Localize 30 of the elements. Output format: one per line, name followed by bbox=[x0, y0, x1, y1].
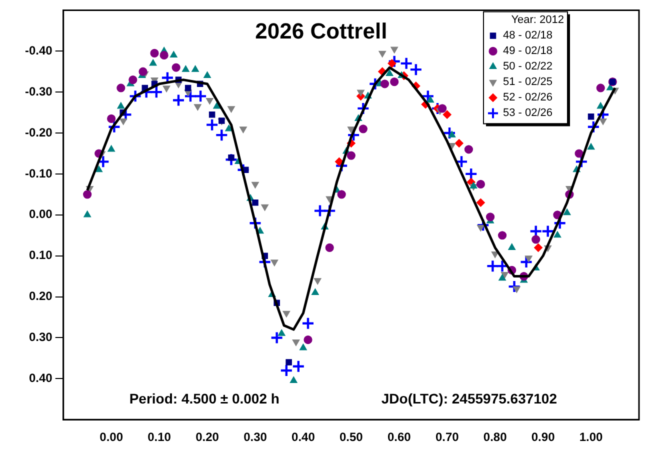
annotation: JDo(LTC): 2455975.637102 bbox=[381, 390, 558, 406]
legend-label: 50 - 02/22 bbox=[503, 60, 553, 73]
legend-label: 52 - 02/26 bbox=[503, 92, 553, 104]
y-tick-label: -0.10 bbox=[24, 166, 53, 180]
x-tick-label: 0.70 bbox=[435, 430, 460, 444]
x-tick-label: 0.60 bbox=[387, 430, 412, 444]
y-tick-label: 0.00 bbox=[28, 207, 53, 222]
x-tick-label: 1.00 bbox=[579, 430, 604, 444]
legend-label: 49 - 02/18 bbox=[503, 45, 553, 58]
legend-title: Year: 2012 bbox=[511, 14, 564, 26]
x-tick-label: 0.00 bbox=[100, 430, 124, 444]
legend-label: 51 - 02/25 bbox=[503, 76, 553, 88]
y-tick-label: -0.20 bbox=[24, 125, 53, 140]
y-tick-label: -0.30 bbox=[24, 84, 53, 98]
y-tick-label: 0.20 bbox=[28, 289, 53, 304]
chart-title: 2026 Cottrell bbox=[255, 18, 388, 44]
x-tick-label: 0.50 bbox=[339, 430, 364, 444]
y-tick-label: 0.40 bbox=[28, 370, 53, 385]
legend-label: 53 - 02/26 bbox=[503, 107, 553, 120]
x-tick-label: 0.30 bbox=[244, 430, 268, 444]
y-tick-label: 0.10 bbox=[28, 248, 53, 262]
y-tick-label: 0.30 bbox=[28, 330, 53, 344]
y-tick-label: -0.40 bbox=[24, 43, 53, 58]
x-tick-label: 0.80 bbox=[483, 430, 508, 444]
annotation: Period: 4.500 ± 0.002 h bbox=[129, 390, 280, 406]
x-tick-label: 0.40 bbox=[292, 430, 316, 444]
legend-label: 48 - 02/18 bbox=[503, 30, 553, 42]
x-tick-label: 0.90 bbox=[531, 430, 556, 444]
x-tick-label: 0.20 bbox=[196, 430, 220, 444]
x-tick-label: 0.10 bbox=[148, 430, 172, 444]
